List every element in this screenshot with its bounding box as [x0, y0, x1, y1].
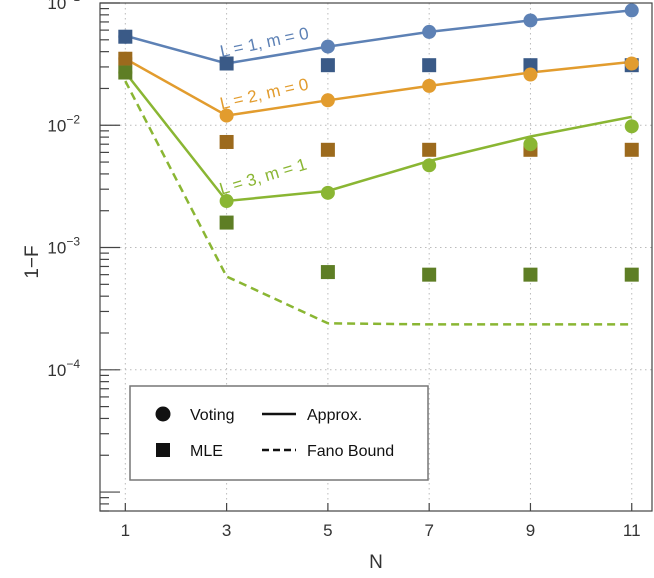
point-l-3-m-1-mle-4 [523, 267, 538, 282]
point-l-2-m-0-mle-0 [118, 51, 133, 66]
point-l-2-m-0-voting-2 [320, 93, 335, 108]
point-l-1-m-0-voting-2 [320, 39, 335, 54]
plot-frame [99, 2, 653, 512]
x-tick-label-2: 5 [323, 521, 332, 540]
point-l-2-m-0-mle-3 [422, 142, 437, 157]
point-l-2-m-0-mle-1 [219, 134, 234, 149]
series-line-l-3-m-1-fano [124, 80, 632, 326]
x-tick-label-4: 9 [526, 521, 535, 540]
point-l-2-m-0-mle-5 [624, 142, 639, 157]
y-tick-label-2: 10−2 [47, 112, 80, 135]
series-lines [124, 9, 632, 326]
point-l-1-m-0-voting-3 [422, 24, 437, 39]
point-l-1-m-0-mle-3 [422, 58, 437, 73]
x-axis-title: N [369, 552, 383, 573]
point-l-3-m-1-voting-5 [624, 119, 639, 134]
series-points [118, 3, 639, 282]
legend-mle-label: MLE [190, 443, 223, 460]
series-line-l-1-m-0-approx [124, 9, 632, 65]
point-l-2-m-0-voting-1 [219, 108, 234, 123]
legend: Voting MLE Approx. Fano Bound [129, 385, 429, 481]
point-l-1-m-0-voting-4 [523, 13, 538, 28]
x-tick-label-3: 7 [424, 521, 433, 540]
point-l-2-m-0-mle-2 [320, 142, 335, 157]
curve-label-2: L = 3, m = 1 [217, 155, 309, 199]
x-tick-label-0: 1 [121, 521, 130, 540]
point-l-3-m-1-mle-1 [219, 215, 234, 230]
legend-approx-label: Approx. [307, 407, 362, 424]
point-l-3-m-1-voting-4 [523, 137, 538, 152]
y-tick-label-1: 10−3 [47, 235, 80, 258]
series-line-l-3-m-1-approx [124, 71, 632, 203]
axis-ticks: 1 3 5 7 9 11 10−4 10−3 10−2 10−1 [47, 0, 640, 540]
point-l-1-m-0-mle-2 [320, 58, 335, 73]
point-l-1-m-0-mle-0 [118, 29, 133, 44]
legend-fano-label: Fano Bound [307, 443, 394, 460]
legend-voting-marker [155, 406, 171, 422]
point-l-3-m-1-voting-3 [422, 158, 437, 173]
point-l-3-m-1-mle-3 [422, 267, 437, 282]
point-l-2-m-0-voting-3 [422, 78, 437, 93]
y-axis-title: 1−F [22, 245, 43, 278]
point-l-3-m-1-mle-5 [624, 267, 639, 282]
point-l-3-m-1-voting-2 [320, 185, 335, 200]
point-l-1-m-0-mle-1 [219, 56, 234, 71]
point-l-3-m-1-mle-2 [320, 265, 335, 280]
series-line-l-2-m-0-approx [124, 57, 632, 117]
y-tick-label-0: 10−4 [47, 357, 80, 380]
legend-voting-label: Voting [190, 407, 234, 424]
point-l-1-m-0-voting-5 [624, 3, 639, 18]
point-l-2-m-0-voting-4 [523, 67, 538, 82]
curve-label-0: L = 1, m = 0 [218, 24, 310, 61]
plot-border [99, 2, 653, 512]
y-tick-label-3: 10−1 [47, 0, 80, 13]
x-tick-label-5: 11 [623, 521, 641, 540]
point-l-2-m-0-voting-5 [624, 56, 639, 71]
point-l-3-m-1-voting-1 [219, 194, 234, 209]
legend-box [129, 385, 429, 481]
legend-mle-marker [156, 443, 170, 457]
point-l-3-m-1-mle-0 [118, 65, 133, 80]
curve-label-1: L = 2, m = 0 [218, 75, 310, 114]
x-tick-label-1: 3 [222, 521, 231, 540]
